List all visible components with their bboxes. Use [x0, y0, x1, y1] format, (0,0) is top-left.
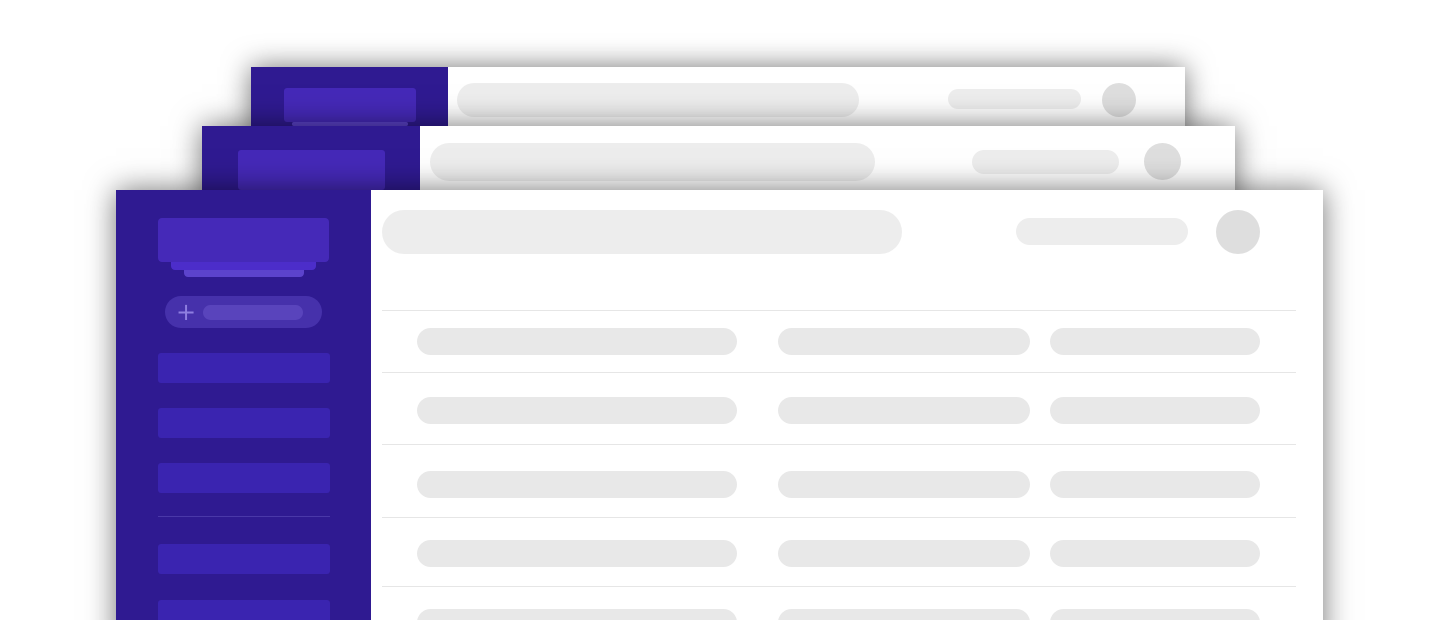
row-divider: [382, 586, 1296, 587]
back-sidebar-header: [284, 88, 416, 122]
front-header-chip[interactable]: [1016, 218, 1188, 245]
table-header-divider: [382, 310, 1296, 311]
table-cell: [417, 471, 737, 498]
plus-icon: +: [175, 298, 197, 326]
front-sidebar: +: [116, 190, 371, 620]
front-sidebar-header-tab-2: [184, 270, 304, 277]
middle-avatar[interactable]: [1144, 143, 1181, 180]
table-cell: [778, 397, 1030, 424]
table-cell: [778, 471, 1030, 498]
row-divider: [382, 444, 1296, 445]
back-header-chip[interactable]: [948, 89, 1081, 109]
front-search-bar[interactable]: [382, 210, 902, 254]
front-sidebar-header: [158, 218, 329, 262]
sidebar-divider: [158, 516, 330, 517]
add-new-button-label-placeholder: [203, 305, 303, 320]
back-avatar[interactable]: [1102, 83, 1136, 117]
user-avatar[interactable]: [1216, 210, 1260, 254]
table-cell: [778, 540, 1030, 567]
add-new-button[interactable]: +: [165, 296, 322, 328]
row-divider: [382, 372, 1296, 373]
table-cell: [1050, 397, 1260, 424]
table-cell: [778, 609, 1030, 620]
back-search-bar[interactable]: [457, 83, 859, 117]
middle-header-chip[interactable]: [972, 150, 1119, 174]
table-cell: [1050, 609, 1260, 620]
back-app-window: [251, 67, 1185, 147]
row-divider: [382, 517, 1296, 518]
table-cell: [1050, 471, 1260, 498]
sidebar-item-2[interactable]: [158, 408, 330, 438]
table-cell: [417, 540, 737, 567]
front-app-window: +: [116, 190, 1323, 620]
table-cell: [417, 328, 737, 355]
table-cell: [417, 397, 737, 424]
sidebar-item-4[interactable]: [158, 544, 330, 574]
sidebar-item-5[interactable]: [158, 600, 330, 620]
table-cell: [417, 609, 737, 620]
middle-sidebar-header: [238, 150, 385, 190]
back-sidebar-header-tab: [292, 122, 408, 126]
table-cell: [1050, 328, 1260, 355]
front-sidebar-header-tab: [171, 262, 316, 270]
table-cell: [778, 328, 1030, 355]
sidebar-item-3[interactable]: [158, 463, 330, 493]
table-cell: [1050, 540, 1260, 567]
sidebar-item-1[interactable]: [158, 353, 330, 383]
middle-search-bar[interactable]: [430, 143, 875, 181]
